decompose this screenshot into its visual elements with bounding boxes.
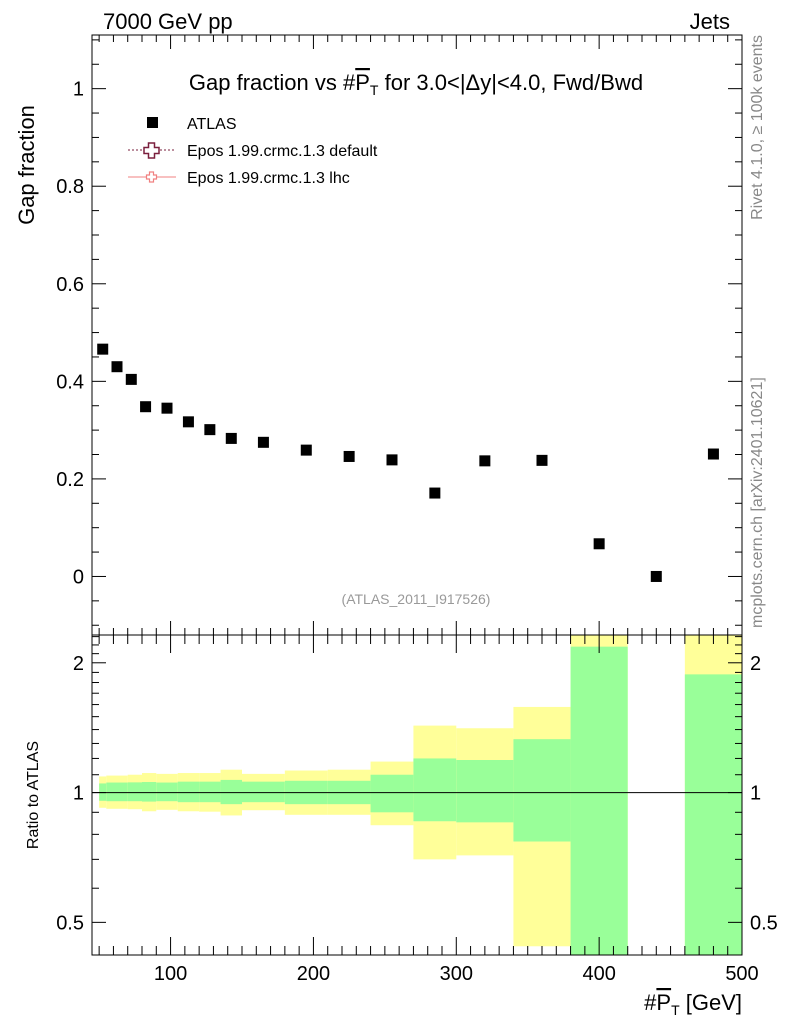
- mcplots-reference-label: mcplots.cern.ch [arXiv:2401.10621]: [749, 377, 766, 628]
- atlas-data-point: [225, 432, 237, 444]
- ratio-inner-band: [413, 758, 457, 822]
- rivet-version-label: Rivet 4.1.0, ≥ 100k events: [749, 35, 766, 220]
- ratio-inner-band: [220, 779, 242, 805]
- legend-epos-lhc-label: Epos 1.99.crmc.1.3 lhc: [187, 170, 350, 187]
- legend: ATLAS Epos 1.99.crmc.1.3 default Epos 1.…: [128, 116, 378, 187]
- main-y-axis-label: Gap fraction: [14, 105, 39, 225]
- x-tick-label: 100: [154, 963, 187, 985]
- legend-atlas-label: ATLAS: [187, 116, 237, 133]
- ratio-inner-band: [156, 782, 178, 802]
- atlas-data-point: [707, 448, 719, 460]
- ratio-y-axis-label: Ratio to ATLAS: [25, 741, 42, 849]
- ratio-y-tick-labels: 0.5 0.5 1 1 2 2: [56, 653, 778, 935]
- xlabel-t-subscript: T: [671, 1002, 680, 1018]
- atlas-data-point: [111, 361, 123, 373]
- xlabel-p-symbol: P: [656, 990, 671, 1015]
- ratio-inner-band: [106, 782, 128, 802]
- atlas-data-point: [343, 450, 355, 462]
- ratio-inner-band: [199, 781, 221, 803]
- ratio-inner-band: [242, 781, 285, 803]
- ratio-y-tick-label-right: 2: [750, 653, 761, 675]
- atlas-data-point: [479, 455, 491, 467]
- x-tick-label: 400: [582, 963, 615, 985]
- atlas-data-point: [536, 454, 548, 466]
- legend-epos-default-marker: [143, 142, 160, 159]
- ratio-plot-frame: [91, 634, 743, 956]
- main-axis-ticks: [92, 35, 743, 635]
- ratio-inner-band: [513, 739, 571, 842]
- atlas-data-point: [161, 402, 173, 414]
- atlas-data-point: [300, 444, 312, 456]
- atlas-data-point: [204, 424, 216, 436]
- main-y-tick-label: 0.2: [56, 469, 84, 491]
- atlas-data-point: [140, 401, 152, 413]
- title-p-symbol: P: [355, 70, 370, 95]
- atlas-data-point: [182, 416, 194, 428]
- atlas-data-point: [429, 487, 441, 499]
- xlabel-suffix: [GeV]: [680, 990, 742, 1015]
- atlas-data-points: [97, 343, 719, 582]
- ratio-inner-band: [177, 781, 200, 803]
- x-tick-label: 200: [297, 963, 330, 985]
- ratio-inner-band: [142, 782, 157, 802]
- atlas-data-point: [386, 454, 398, 466]
- legend-epos-default-label: Epos 1.99.crmc.1.3 default: [187, 143, 378, 160]
- main-y-tick-label: 1: [73, 79, 84, 101]
- main-y-tick-label: 0.6: [56, 274, 84, 296]
- atlas-data-point: [257, 436, 269, 448]
- x-tick-label: 300: [440, 963, 473, 985]
- ratio-y-tick-label-left: 1: [73, 783, 84, 805]
- ratio-inner-band: [370, 774, 414, 813]
- ratio-y-tick-label-right: 0.5: [750, 912, 778, 934]
- x-tick-label: 500: [725, 963, 758, 985]
- x-tick-labels: 100 200 300 400 500: [154, 963, 759, 985]
- atlas-data-point: [97, 343, 109, 355]
- main-y-tick-label: 0.8: [56, 176, 84, 198]
- legend-epos-lhc-marker: [145, 171, 158, 183]
- ratio-uncertainty-bands: [99, 635, 742, 955]
- atlas-data-point: [125, 373, 137, 385]
- analysis-id-label: (ATLAS_2011_I917526): [342, 591, 491, 607]
- xlabel-prefix: #: [644, 990, 657, 1015]
- ratio-inner-band: [456, 760, 514, 823]
- main-y-tick-labels: 0 0.2 0.4 0.6 0.8 1: [56, 79, 84, 589]
- ratio-axis-ticks: [92, 635, 743, 955]
- main-y-tick-label: 0.4: [56, 371, 84, 393]
- ratio-inner-band: [570, 646, 628, 955]
- ratio-y-tick-label-right: 1: [750, 783, 761, 805]
- title-t-subscript: T: [370, 82, 379, 98]
- ratio-y-tick-label-left: 0.5: [56, 912, 84, 934]
- header-energy-label: 7000 GeV pp: [103, 9, 233, 34]
- header-process-label: Jets: [690, 9, 730, 34]
- main-y-tick-label: 0: [73, 566, 84, 588]
- ratio-inner-band: [127, 782, 142, 802]
- title-prefix: Gap fraction vs #: [189, 70, 356, 95]
- x-axis-label: #PT [GeV]: [644, 990, 742, 1018]
- main-plot-title: Gap fraction vs #PT for 3.0<|Δy|<4.0, Fw…: [189, 70, 643, 98]
- ratio-inner-band: [684, 674, 742, 955]
- legend-atlas-marker: [147, 117, 158, 128]
- title-suffix: for 3.0<|Δy|<4.0, Fwd/Bwd: [378, 70, 643, 95]
- atlas-data-point: [593, 538, 605, 550]
- ratio-y-tick-label-left: 2: [73, 653, 84, 675]
- atlas-data-point: [650, 570, 662, 582]
